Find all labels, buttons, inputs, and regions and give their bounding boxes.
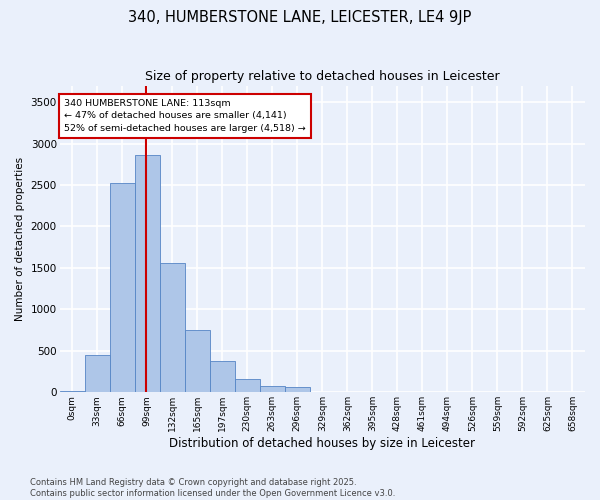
Bar bbox=[160, 263, 185, 392]
Bar bbox=[110, 182, 134, 392]
Y-axis label: Number of detached properties: Number of detached properties bbox=[15, 157, 25, 321]
Text: 340, HUMBERSTONE LANE, LEICESTER, LE4 9JP: 340, HUMBERSTONE LANE, LEICESTER, LE4 9J… bbox=[128, 10, 472, 25]
Text: 340 HUMBERSTONE LANE: 113sqm
← 47% of detached houses are smaller (4,141)
52% of: 340 HUMBERSTONE LANE: 113sqm ← 47% of de… bbox=[64, 99, 306, 133]
Bar bbox=[185, 330, 210, 392]
X-axis label: Distribution of detached houses by size in Leicester: Distribution of detached houses by size … bbox=[169, 437, 475, 450]
Text: Contains HM Land Registry data © Crown copyright and database right 2025.
Contai: Contains HM Land Registry data © Crown c… bbox=[30, 478, 395, 498]
Bar bbox=[85, 355, 110, 393]
Bar bbox=[210, 361, 235, 392]
Bar bbox=[285, 388, 310, 392]
Bar bbox=[134, 155, 160, 392]
Bar bbox=[260, 386, 285, 392]
Bar bbox=[235, 379, 260, 392]
Title: Size of property relative to detached houses in Leicester: Size of property relative to detached ho… bbox=[145, 70, 500, 83]
